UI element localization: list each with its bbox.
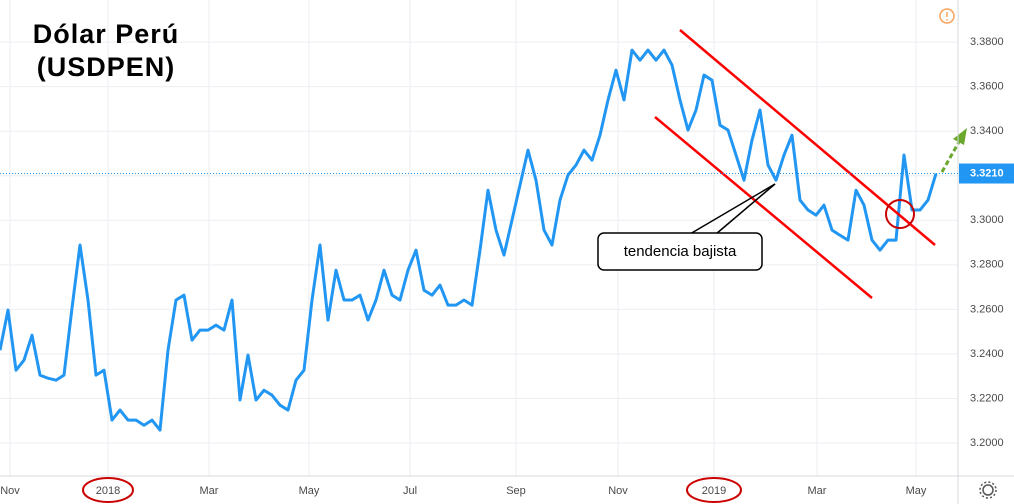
last-price-box	[959, 163, 1014, 184]
x-tick-label: Nov	[0, 485, 20, 497]
chart-title: Dólar Perú	[33, 19, 180, 49]
highlight-2019	[686, 477, 742, 503]
trend-line-upper	[679, 29, 936, 246]
x-tick-label: May	[299, 485, 320, 497]
y-tick-label: 3.3600	[970, 81, 1004, 93]
x-tick-label: 2018	[96, 485, 120, 497]
price-line	[0, 48, 938, 432]
x-tick-label: Sep	[506, 485, 526, 497]
y-tick-label: 3.2400	[970, 348, 1004, 360]
y-tick-label: 3.3000	[970, 214, 1004, 226]
last-price-label: 3.3210	[970, 167, 1004, 179]
y-tick-label: 3.2600	[970, 303, 1004, 315]
x-tick-label: Nov	[608, 485, 628, 497]
x-tick-label: Mar	[808, 485, 827, 497]
x-tick-label: Jul	[403, 485, 417, 497]
plot	[0, 48, 938, 432]
callout: tendencia bajista	[597, 183, 776, 271]
x-tick-label: May	[906, 485, 927, 497]
alert-icon[interactable]	[939, 8, 955, 24]
highlight-2018	[82, 477, 134, 503]
y-tick-label: 3.2000	[970, 437, 1004, 449]
y-tick-label: 3.3400	[970, 125, 1004, 137]
y-tick-label: 3.2200	[970, 392, 1004, 404]
x-tick-label: Mar	[200, 485, 219, 497]
chart-title: (USDPEN)	[37, 52, 176, 82]
settings-icon[interactable]	[979, 481, 997, 499]
annotation: tendencia bajista	[624, 243, 737, 260]
green-arrow	[940, 128, 967, 173]
trend-line-lower	[654, 116, 873, 299]
breakout-circle	[885, 199, 915, 229]
y-tick-label: 3.3800	[970, 36, 1004, 48]
y-tick-label: 3.2800	[970, 259, 1004, 271]
x-tick-label: 2019	[702, 485, 726, 497]
